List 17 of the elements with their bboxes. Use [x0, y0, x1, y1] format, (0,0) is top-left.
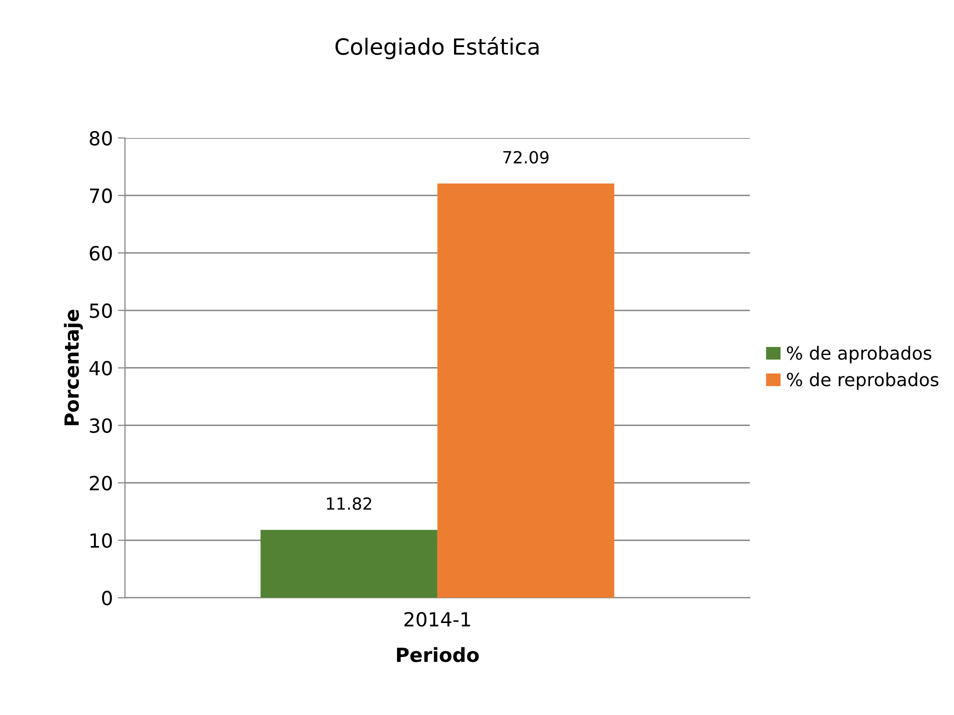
y-tick-label: 30 — [90, 418, 112, 433]
y-tick-label: 10 — [90, 533, 112, 548]
legend-label: % de reprobados — [786, 372, 938, 390]
y-tick-label: 20 — [90, 476, 112, 490]
data-label: 11.82 — [326, 497, 372, 510]
y-tick-label: 60 — [90, 246, 112, 261]
y-tick-label: 40 — [89, 360, 112, 376]
y-tick-label: 70 — [90, 188, 112, 204]
y-tick-label: 50 — [90, 303, 112, 318]
x-tick-label: 2014-1 — [404, 612, 470, 627]
data-label: 72.09 — [503, 150, 549, 164]
chart-title: Colegiado Estática — [336, 36, 539, 60]
legend-label: % de aprobados — [786, 346, 932, 364]
y-axis-title: Porcentaje — [64, 310, 83, 426]
y-tick-label: 80 — [90, 130, 112, 146]
y-tick-label: 0 — [102, 590, 112, 606]
x-axis-title: Periodo — [397, 647, 479, 662]
